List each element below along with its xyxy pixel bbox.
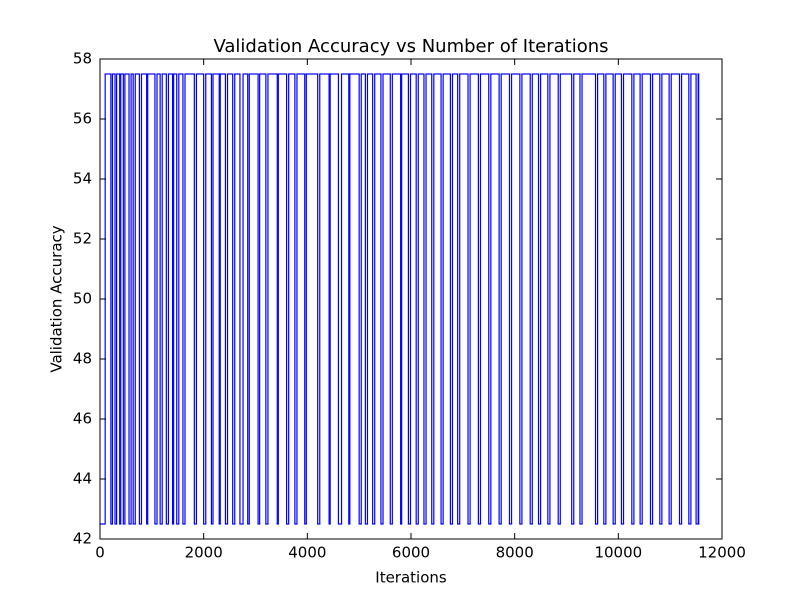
- y-tick-label: 46: [73, 410, 92, 428]
- x-tick-label: 0: [95, 544, 105, 562]
- y-tick-label: 58: [73, 50, 92, 68]
- x-tick-label: 12000: [698, 544, 746, 562]
- y-tick-label: 54: [73, 170, 92, 188]
- y-tick-label: 42: [73, 530, 92, 548]
- x-tick-label: 4000: [288, 544, 326, 562]
- x-tick-label: 10000: [594, 544, 642, 562]
- y-tick-label: 48: [73, 350, 92, 368]
- x-tick-label: 2000: [185, 544, 223, 562]
- y-axis-label: Validation Accuracy: [48, 225, 66, 372]
- x-tick-label: 6000: [392, 544, 430, 562]
- y-tick-label: 52: [73, 230, 92, 248]
- y-tick-label: 56: [73, 110, 92, 128]
- x-tick-label: 8000: [496, 544, 534, 562]
- chart-title: Validation Accuracy vs Number of Iterati…: [213, 36, 608, 57]
- y-tick-label: 44: [73, 470, 92, 488]
- plot-area: [99, 73, 700, 525]
- x-axis-label: Iterations: [375, 569, 447, 587]
- y-tick-label: 50: [73, 290, 92, 308]
